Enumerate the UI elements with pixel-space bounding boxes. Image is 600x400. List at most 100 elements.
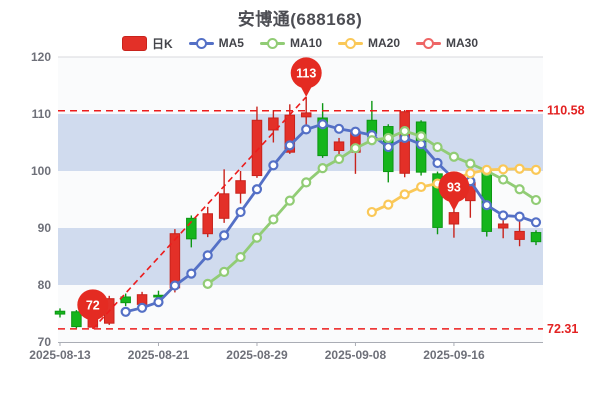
legend-item-k[interactable]: 日K	[121, 35, 173, 52]
ma20-point	[399, 189, 410, 200]
candle-2025-08-13	[54, 310, 66, 315]
legend-item-ma10[interactable]: MA10	[259, 36, 322, 50]
candle-2025-09-03	[300, 112, 312, 118]
line-legend-swatch-icon	[188, 37, 214, 49]
ma20-point	[416, 181, 427, 193]
candle-2025-09-15	[432, 173, 443, 228]
ma20-point	[481, 164, 492, 175]
candle-2025-08-19	[120, 296, 131, 304]
marker-balloon-93: 93	[438, 171, 470, 211]
y-axis-label: 100	[31, 164, 51, 178]
chart-legend: 日K MA5 MA10 MA20 MA30	[0, 33, 600, 53]
ma5-point	[153, 297, 164, 308]
ma10-point	[219, 266, 230, 277]
ma5-point	[284, 140, 295, 151]
band-80-90	[58, 228, 543, 285]
ma10-point	[498, 174, 509, 185]
balloon-circle-icon	[77, 289, 109, 321]
ma10-point	[333, 153, 345, 165]
ma20-point	[514, 163, 525, 174]
ma10-point	[399, 126, 410, 137]
ma10-point	[416, 131, 427, 142]
y-axis-label: 80	[38, 278, 52, 292]
line-legend-swatch-icon	[416, 37, 442, 49]
candle-2025-09-16	[448, 212, 460, 225]
ma5-point	[136, 302, 148, 313]
ma5-point	[317, 119, 328, 130]
candlestick-legend-swatch-icon	[121, 35, 147, 51]
ma10-point	[383, 132, 394, 144]
ref-line-label-72.31: 72.31	[547, 322, 578, 336]
balloon-circle-icon	[290, 57, 322, 89]
ma10-point	[465, 158, 476, 169]
legend-item-ma5[interactable]: MA5	[188, 36, 244, 50]
ma5-point	[530, 217, 542, 228]
candle-2025-08-25	[186, 217, 197, 240]
legend-item-ma30[interactable]: MA30	[416, 36, 478, 50]
ma10-point	[530, 194, 542, 206]
y-axis-label: 70	[38, 335, 52, 349]
marker-balloon-72: 72	[77, 289, 109, 329]
candle-2025-08-22	[169, 233, 181, 289]
marker-value-label: 93	[447, 180, 461, 194]
candle-2025-08-26	[202, 213, 213, 235]
y-axis-label: 110	[32, 107, 52, 121]
y-axis-label: 120	[31, 50, 51, 64]
x-axis-label: 2025-08-13	[29, 348, 91, 362]
x-axis-label: 2025-09-08	[325, 348, 387, 362]
ma10-point	[268, 214, 279, 225]
ma5-point	[498, 210, 509, 221]
ma10-point	[448, 151, 460, 162]
candle-2025-08-27	[218, 193, 230, 219]
marker-balloon-113: 113	[290, 57, 322, 97]
legend-item-label: MA10	[289, 36, 322, 50]
band-70-80	[58, 285, 543, 342]
ma5-point	[432, 157, 443, 169]
candle-2025-09-05	[333, 141, 345, 151]
line-legend-swatch-icon	[338, 37, 363, 49]
ma20-point	[465, 168, 476, 179]
ma5-point	[219, 230, 230, 241]
trend-line	[92, 96, 307, 330]
candle-2025-09-23	[530, 232, 542, 243]
candle-2025-08-14	[71, 311, 82, 328]
marker-value-label: 113	[296, 66, 316, 80]
ma20-point	[366, 206, 377, 218]
ma5-point	[514, 211, 525, 222]
ref-line-label-110.58: 110.58	[547, 104, 585, 118]
x-axis-label: 2025-08-21	[128, 348, 190, 362]
candle-2025-09-22	[514, 230, 525, 240]
ma20-point	[498, 164, 509, 175]
ma5-point	[120, 306, 131, 317]
candle-2025-08-28	[235, 180, 246, 194]
ma5-point	[235, 206, 246, 218]
axes: 2025-08-13 2025-08-21 2025-08-29 2025-09-08…	[29, 50, 543, 362]
legend-item-label: MA20	[368, 36, 401, 50]
ma5-point	[383, 141, 394, 153]
ma5-point	[186, 268, 197, 279]
ma10-point	[202, 278, 213, 289]
ma5-point	[268, 160, 279, 171]
ma20-point	[530, 164, 542, 175]
page-title: 安博通(688168)	[237, 10, 363, 29]
balloon-circle-icon	[438, 171, 470, 203]
y-axis-label: 90	[38, 221, 52, 235]
ma5-point	[333, 123, 345, 134]
ma5-point	[251, 184, 263, 195]
candle-2025-09-04	[317, 117, 328, 157]
ma10-point	[432, 141, 443, 153]
ma5-point	[169, 280, 180, 291]
ma5-point	[350, 126, 361, 137]
legend-item-label: MA5	[218, 36, 244, 50]
ma20-point	[383, 199, 394, 210]
x-axis-label: 2025-08-29	[226, 348, 288, 362]
ma10-point	[514, 184, 525, 195]
legend-item-ma20[interactable]: MA20	[338, 36, 400, 50]
line-legend-swatch-icon	[259, 37, 285, 49]
ma5-point	[202, 250, 213, 261]
ma5-point	[481, 200, 492, 211]
ma10-point	[251, 232, 263, 243]
ma10-point	[235, 251, 246, 263]
